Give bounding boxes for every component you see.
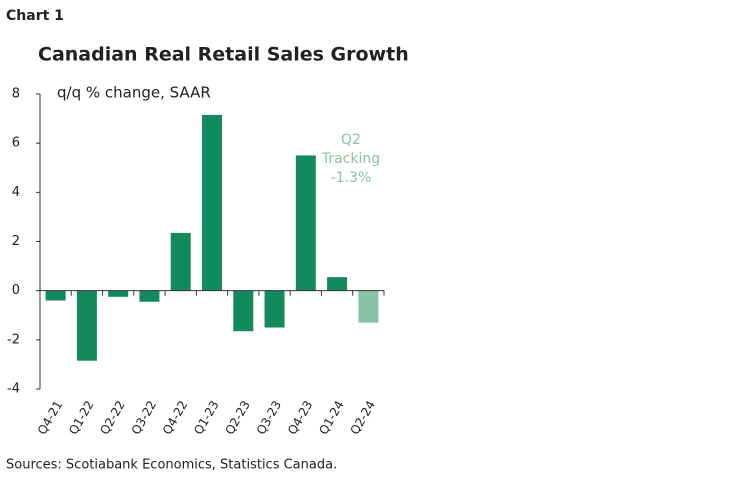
annotation: Q2 — [341, 132, 361, 148]
bar — [358, 290, 379, 323]
bar — [327, 277, 348, 291]
chart-header: Chart 1 — [6, 8, 64, 24]
bar — [108, 290, 129, 297]
x-tick-label: Q4-21 — [35, 398, 65, 437]
source: Sources: Scotiabank Economics, Statistic… — [6, 458, 337, 473]
x-tick-label: Q4-22 — [160, 398, 190, 437]
bar — [264, 290, 285, 328]
bar — [295, 155, 316, 291]
chart-title: Canadian Real Retail Sales Growth — [38, 44, 409, 66]
bar — [139, 290, 160, 302]
x-tick-label: Q1-23 — [191, 398, 221, 437]
y-axis-label: q/q % change, SAAR — [57, 84, 211, 102]
y-tick-label: 0 — [12, 283, 20, 298]
bar — [170, 232, 191, 291]
y-tick-label: 4 — [12, 185, 20, 200]
x-tick-label: Q3-22 — [129, 398, 159, 437]
y-tick-label: 8 — [12, 87, 20, 102]
x-tick-label: Q2-22 — [97, 398, 127, 437]
x-tick-label: Q2-23 — [222, 398, 252, 437]
x-tick-label: Q2-24 — [348, 398, 378, 437]
y-tick-label: -2 — [7, 332, 20, 347]
x-tick-label: Q4-23 — [285, 398, 315, 437]
bar — [45, 290, 66, 301]
bar — [201, 114, 223, 291]
y-tick-label: 2 — [12, 234, 20, 249]
x-tick-label: Q1-24 — [316, 398, 346, 437]
y-tick-label: 6 — [12, 136, 20, 151]
bar — [233, 290, 254, 332]
x-tick-label: Q1-22 — [66, 398, 96, 437]
annotation: -1.3% — [331, 170, 372, 186]
y-tick-label: -4 — [7, 382, 20, 397]
x-tick-label: Q3-23 — [254, 398, 284, 437]
bar — [76, 290, 97, 361]
annotation: Tracking — [321, 151, 380, 167]
